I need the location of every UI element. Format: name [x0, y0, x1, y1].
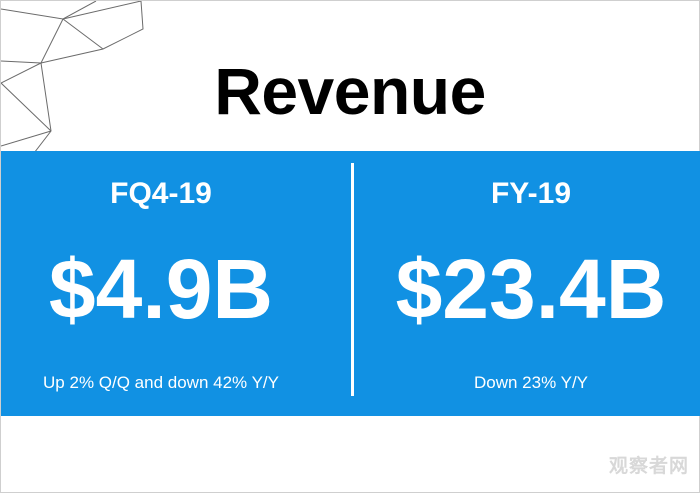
watermark-text: 观察者网 — [608, 455, 689, 477]
slide-title: Revenue — [214, 54, 486, 128]
quarter-metric: FQ4-19 $4.9B Up 2% Q/Q and down 42% Y/Y — [1, 151, 351, 416]
metrics-band: FQ4-19 $4.9B Up 2% Q/Q and down 42% Y/Y … — [1, 151, 700, 416]
column-divider — [351, 163, 354, 396]
year-metric: FY-19 $23.4B Down 23% Y/Y — [355, 151, 700, 416]
quarter-revenue-value: $4.9B — [48, 242, 274, 336]
quarter-period-label: FQ4-19 — [110, 177, 212, 210]
quarter-change-note: Up 2% Q/Q and down 42% Y/Y — [43, 373, 279, 392]
year-change-note: Down 23% Y/Y — [473, 373, 589, 392]
year-period-label: FY-19 — [490, 177, 572, 210]
year-revenue-value: $23.4B — [395, 242, 667, 336]
